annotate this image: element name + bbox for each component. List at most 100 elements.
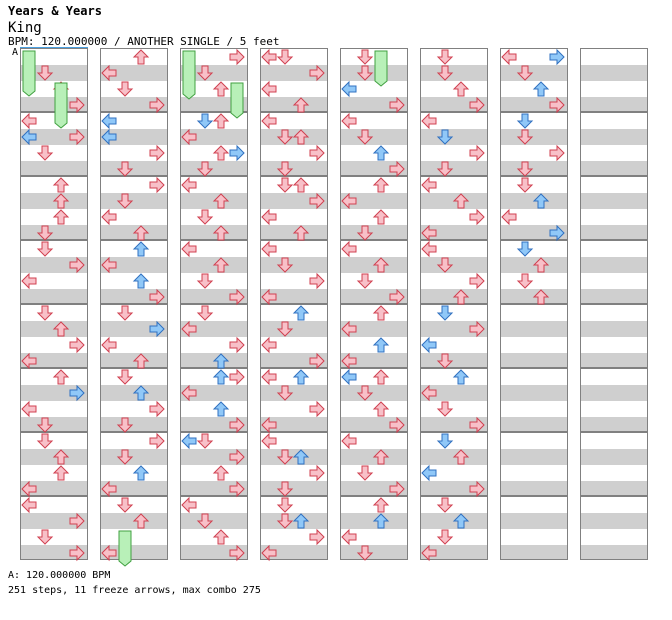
- arrow-down-icon: [36, 145, 54, 161]
- arrow-right-icon: [149, 96, 165, 114]
- beat-stripe: [181, 161, 247, 175]
- freeze-arrow: [374, 50, 388, 87]
- beat-stripe: [581, 65, 647, 81]
- arrow-down-icon: [196, 305, 214, 321]
- arrow-down-icon: [356, 545, 374, 561]
- arrow-left-icon: [21, 128, 37, 146]
- arrow-up-icon: [532, 289, 550, 305]
- arrow-up-icon: [452, 193, 470, 209]
- arrow-left-icon: [341, 432, 357, 450]
- beat-stripe: [261, 225, 327, 239]
- arrow-left-icon: [21, 496, 37, 514]
- beat-stripe: [421, 129, 487, 145]
- beat-stripe: [421, 65, 487, 81]
- arrow-down-icon: [436, 257, 454, 273]
- arrow-down-icon: [196, 273, 214, 289]
- arrow-down-icon: [36, 65, 54, 81]
- beat-stripe: [501, 289, 567, 303]
- beat-stripe: [501, 321, 567, 337]
- arrow-up-icon: [372, 369, 390, 385]
- arrow-down-icon: [436, 129, 454, 145]
- arrow-right-icon: [469, 208, 485, 226]
- arrow-up-icon: [292, 305, 310, 321]
- arrow-up-icon: [292, 449, 310, 465]
- arrow-down-icon: [436, 49, 454, 65]
- arrow-right-icon: [389, 416, 405, 434]
- arrow-down-icon: [516, 129, 534, 145]
- arrow-right-icon: [69, 336, 85, 354]
- arrow-up-icon: [212, 401, 230, 417]
- beat-stripe: [101, 161, 167, 175]
- arrow-right-icon: [229, 336, 245, 354]
- measure-box: [500, 368, 568, 432]
- beat-stripe: [421, 385, 487, 401]
- beat-stripe: [581, 193, 647, 209]
- arrow-up-icon: [372, 177, 390, 193]
- beat-stripe: [181, 385, 247, 401]
- arrow-left-icon: [341, 112, 357, 130]
- arrow-right-icon: [309, 528, 325, 546]
- measure-box: [500, 240, 568, 304]
- arrow-up-icon: [372, 497, 390, 513]
- measure-box: [500, 432, 568, 496]
- arrow-right-icon: [309, 352, 325, 370]
- beat-stripe: [21, 65, 87, 81]
- arrow-left-icon: [261, 432, 277, 450]
- beat-stripe: [501, 65, 567, 81]
- arrow-down-icon: [436, 353, 454, 369]
- arrow-down-icon: [116, 369, 134, 385]
- arrow-down-icon: [196, 65, 214, 81]
- arrow-right-icon: [309, 64, 325, 82]
- beat-stripe: [261, 321, 327, 337]
- arrow-down-icon: [276, 385, 294, 401]
- arrow-left-icon: [421, 464, 437, 482]
- arrow-right-icon: [469, 416, 485, 434]
- measure-box: [580, 432, 648, 496]
- chart-column: [100, 48, 168, 560]
- arrow-down-icon: [36, 417, 54, 433]
- arrow-down-icon: [196, 433, 214, 449]
- beat-stripe: [261, 417, 327, 431]
- arrow-right-icon: [389, 160, 405, 178]
- arrow-left-icon: [261, 208, 277, 226]
- arrow-down-icon: [116, 81, 134, 97]
- arrow-up-icon: [52, 465, 70, 481]
- arrow-left-icon: [21, 400, 37, 418]
- arrow-up-icon: [452, 81, 470, 97]
- arrow-down-icon: [516, 113, 534, 129]
- beat-stripe: [581, 289, 647, 303]
- arrow-left-icon: [101, 544, 117, 562]
- arrow-up-icon: [372, 257, 390, 273]
- beat-stripe: [421, 353, 487, 367]
- beat-stripe: [21, 353, 87, 367]
- arrow-left-icon: [341, 368, 357, 386]
- arrow-up-icon: [132, 225, 150, 241]
- arrow-down-icon: [516, 177, 534, 193]
- arrow-down-icon: [356, 225, 374, 241]
- arrow-up-icon: [372, 401, 390, 417]
- measure-box: [580, 368, 648, 432]
- beat-stripe: [181, 513, 247, 529]
- beat-stripe: [581, 257, 647, 273]
- arrow-right-icon: [229, 416, 245, 434]
- arrow-right-icon: [469, 320, 485, 338]
- arrow-right-icon: [229, 144, 245, 162]
- song-title: King: [8, 20, 42, 36]
- beat-stripe: [341, 545, 407, 559]
- arrow-right-icon: [149, 144, 165, 162]
- arrow-right-icon: [309, 272, 325, 290]
- beat-stripe: [501, 161, 567, 175]
- beat-stripe: [581, 321, 647, 337]
- beat-stripe: [21, 513, 87, 529]
- beat-stripe: [581, 513, 647, 529]
- arrow-down-icon: [276, 321, 294, 337]
- arrow-up-icon: [372, 209, 390, 225]
- arrow-down-icon: [116, 193, 134, 209]
- arrow-up-icon: [212, 113, 230, 129]
- arrow-up-icon: [132, 465, 150, 481]
- beat-stripe: [581, 545, 647, 559]
- beat-stripe: [181, 353, 247, 367]
- arrow-down-icon: [436, 401, 454, 417]
- bpm-marker: A: [12, 47, 19, 58]
- measure-box: [580, 48, 648, 112]
